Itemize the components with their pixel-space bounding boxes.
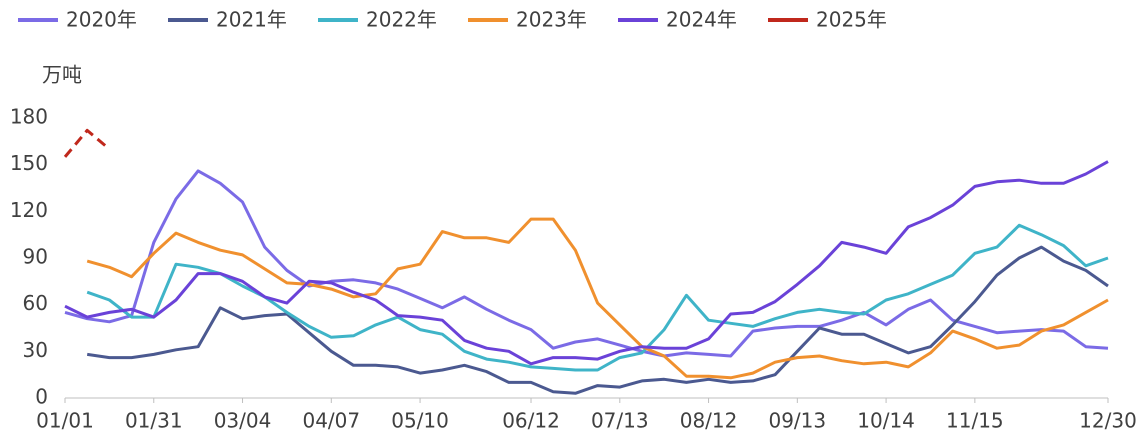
legend-label: 2023年 [516,8,587,32]
x-tick-label: 10/14 [857,409,915,433]
y-tick-label: 90 [23,245,48,269]
series-line [64,169,1109,358]
y-axis-unit: 万吨 [42,63,82,87]
x-tick-label: 03/04 [214,409,272,433]
x-tick-label: 09/13 [768,409,826,433]
series-line [86,223,1109,372]
legend-label: 2022年 [366,8,437,32]
legend-label: 2025年 [816,8,887,32]
y-tick-label: 30 [23,338,48,362]
x-tick-label: 11/15 [946,409,1004,433]
x-tick-label: 06/12 [502,409,560,433]
x-tick-label: 01/31 [125,409,183,433]
x-tick-label: 01/01 [36,409,94,433]
x-tick-label: 04/07 [302,409,360,433]
legend-label: 2021年 [216,8,287,32]
legend-label: 2020年 [66,8,137,32]
series-line [86,245,1109,395]
x-tick-label: 08/12 [680,409,738,433]
x-tick-label: 12/30 [1079,409,1137,433]
y-tick-label: 60 [23,291,48,315]
y-tick-label: 150 [10,151,48,175]
x-tick-label: 07/13 [591,409,649,433]
y-tick-label: 0 [35,385,48,409]
series-line [86,217,1109,380]
x-tick-label: 05/10 [391,409,449,433]
legend-label: 2024年 [666,8,737,32]
series-line [63,128,111,158]
series-line [64,160,1109,366]
y-tick-label: 180 [10,105,48,129]
y-tick-label: 120 [10,198,48,222]
